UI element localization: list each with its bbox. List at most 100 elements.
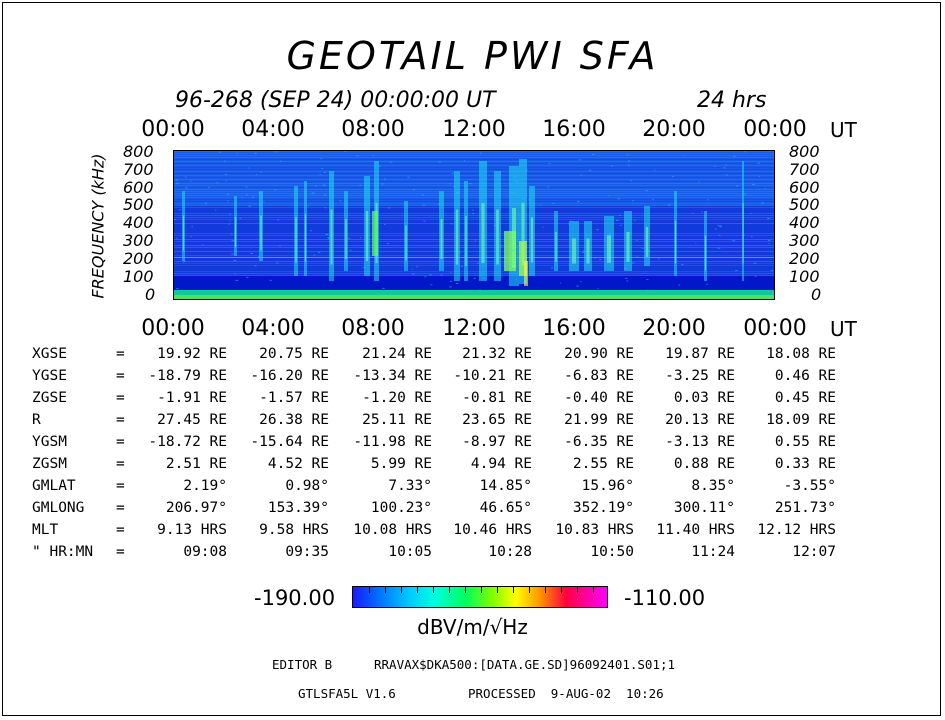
- speckle: [208, 186, 211, 188]
- speckle: [466, 190, 468, 192]
- speckle: [325, 233, 329, 235]
- speckle: [241, 196, 243, 198]
- frequency-stripe: [174, 263, 774, 264]
- speckle: [773, 152, 774, 154]
- frequency-stripe: [174, 193, 774, 194]
- frequency-stripe: [174, 229, 774, 230]
- speckle: [184, 176, 187, 178]
- speckle: [743, 151, 746, 153]
- speckle: [422, 204, 426, 206]
- time-unit: UT: [830, 317, 857, 341]
- speckle: [235, 279, 239, 281]
- emission-burst: [674, 220, 677, 264]
- speckle: [678, 284, 680, 286]
- equals-sign: =: [116, 456, 125, 472]
- y-axis-label: FREQUENCY (kHz): [88, 153, 108, 299]
- speckle: [263, 201, 265, 203]
- speckle: [556, 242, 558, 244]
- speckle: [681, 264, 684, 266]
- frequency-stripe: [174, 245, 774, 246]
- speckle: [202, 244, 204, 246]
- ephemeris-value: -0.81 RE: [462, 390, 532, 406]
- ephemeris-value: 0.03 RE: [673, 390, 735, 406]
- speckle: [459, 252, 461, 254]
- speckle: [624, 260, 627, 262]
- time-tick: 04:00: [241, 316, 305, 341]
- ephemeris-value: -1.91 RE: [157, 390, 227, 406]
- speckle: [560, 282, 562, 284]
- speckle: [706, 283, 708, 285]
- speckle: [184, 187, 188, 189]
- colorbar-tick: [401, 587, 402, 593]
- equals-sign: =: [116, 500, 125, 516]
- speckle: [229, 220, 231, 222]
- speckle: [412, 188, 415, 190]
- speckle: [324, 207, 327, 209]
- frequency-stripe: [174, 231, 774, 232]
- speckle: [314, 185, 317, 187]
- speckle: [753, 262, 757, 264]
- ephemeris-value: 20.90 RE: [564, 346, 634, 362]
- speckle: [735, 185, 739, 187]
- emission-burst: [405, 225, 407, 261]
- time-tick: 08:00: [341, 117, 405, 142]
- speckle: [386, 243, 389, 245]
- speckle: [726, 174, 728, 176]
- time-tick: 12:00: [442, 316, 506, 341]
- speckle: [424, 276, 427, 278]
- speckle: [359, 237, 362, 239]
- freq-tick: 500: [789, 195, 820, 214]
- emission-burst: [234, 217, 237, 247]
- frequency-stripe: [174, 171, 774, 172]
- speckle: [515, 191, 518, 193]
- ephemeris-value: -18.72 RE: [148, 434, 227, 450]
- speckle: [463, 160, 466, 162]
- speckle: [456, 191, 460, 193]
- speckle: [312, 192, 315, 194]
- speckle: [279, 245, 281, 247]
- speckle: [749, 223, 751, 225]
- speckle: [580, 281, 582, 283]
- frequency-stripe: [174, 161, 774, 162]
- speckle: [307, 205, 309, 207]
- ephemeris-label: ZGSE: [32, 390, 67, 406]
- speckle: [232, 253, 235, 255]
- ephemeris-value: 352.19°: [572, 500, 634, 516]
- speckle: [248, 167, 250, 169]
- ephemeris-value: 2.19°: [183, 478, 227, 494]
- frequency-stripe: [174, 267, 774, 268]
- speckle: [460, 265, 463, 267]
- speckle: [176, 287, 179, 289]
- time-tick: 20:00: [642, 117, 706, 142]
- emission-burst: [345, 219, 347, 259]
- speckle: [183, 261, 185, 263]
- frequency-stripe: [174, 187, 774, 188]
- ephemeris-row: GMLAT = 2.19° 0.98° 7.33° 14.85° 15.96° 8.35° -3…: [32, 478, 852, 500]
- freq-tick: 600: [789, 178, 820, 197]
- equals-sign: =: [116, 412, 125, 428]
- speckle: [328, 237, 330, 239]
- speckle: [480, 161, 483, 163]
- speckle: [189, 180, 192, 182]
- freq-tick: 500: [123, 195, 154, 214]
- emission-burst: [455, 209, 459, 265]
- speckle: [245, 194, 248, 196]
- speckle: [750, 236, 753, 238]
- speckle: [768, 243, 770, 245]
- speckle: [608, 195, 610, 197]
- emission-burst: [607, 235, 611, 263]
- speckle: [698, 181, 700, 183]
- speckle: [228, 223, 230, 225]
- colorbar: [352, 586, 608, 608]
- frequency-stripe: [174, 203, 774, 204]
- speckle: [618, 214, 622, 216]
- speckle: [653, 169, 656, 171]
- speckle: [254, 152, 257, 154]
- speckle: [429, 274, 432, 276]
- speckle: [269, 279, 272, 281]
- speckle: [450, 272, 452, 274]
- emission-burst: [572, 238, 576, 264]
- ephemeris-value: 2.51 RE: [165, 456, 227, 472]
- freq-tick: 700: [789, 160, 820, 179]
- speckle: [619, 224, 622, 226]
